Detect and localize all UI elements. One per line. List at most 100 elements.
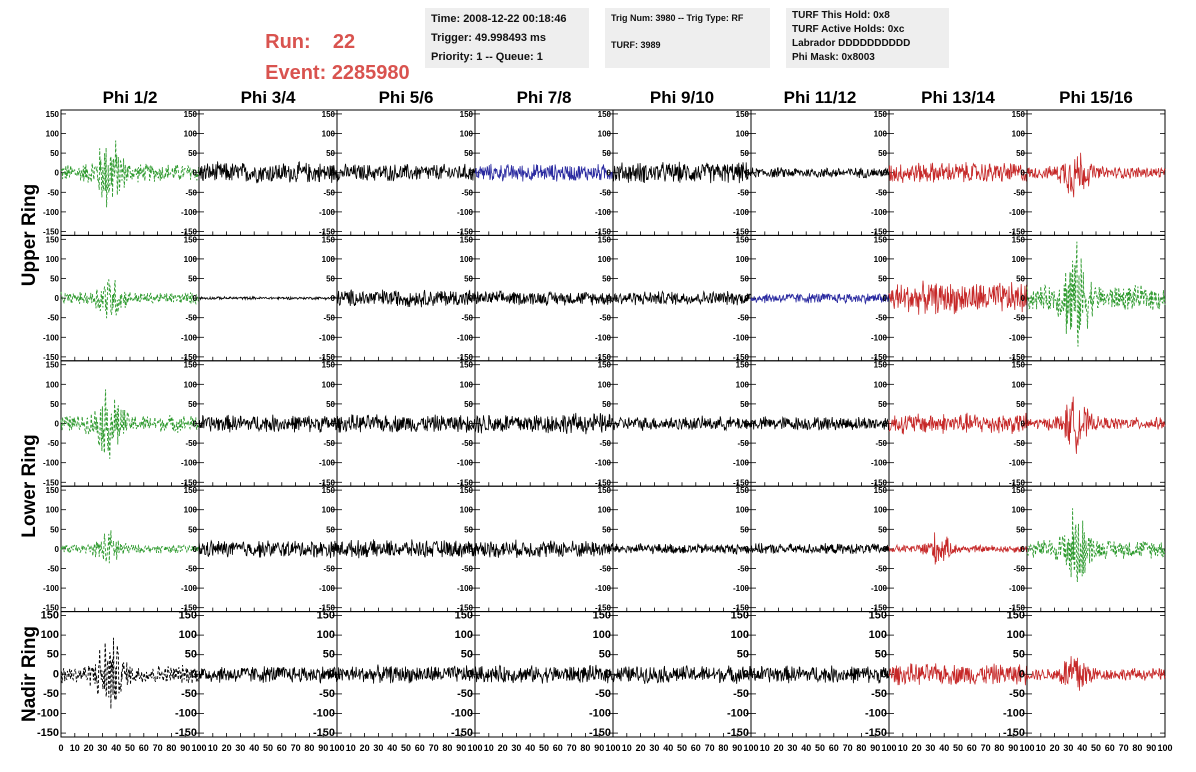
y-tick-label: -50	[737, 564, 749, 573]
x-tick-label: 60	[415, 743, 425, 753]
x-tick-label: 80	[580, 743, 590, 753]
waveform-panel: 150 100 50 0 -50 -100 -150	[43, 109, 200, 236]
waveform-panel: 150 100 50 0 -50 -100 -150	[181, 360, 338, 487]
y-tick-label: -50	[185, 564, 197, 573]
time-info-box: Time: 2008-12-22 00:18:46 Trigger: 49.99…	[425, 8, 589, 68]
y-tick-label: -100	[43, 333, 60, 342]
column-title: Phi 15/16	[1059, 88, 1133, 107]
x-tick-label: 40	[939, 743, 949, 753]
x-tick-label: 10	[760, 743, 770, 753]
y-tick-label: 50	[47, 649, 59, 661]
y-tick-label: 0	[883, 420, 888, 429]
waveform-trace	[474, 163, 614, 182]
column-title: Phi 7/8	[516, 88, 572, 107]
waveform-trace	[474, 664, 614, 684]
y-tick-label: -50	[47, 564, 59, 573]
y-tick-label: -150	[733, 353, 750, 362]
waveform-panel: 150 100 50 0 -50 -100 -150	[871, 485, 1028, 613]
y-tick-label: 50	[878, 149, 887, 158]
y-tick-label: -150	[1003, 727, 1025, 739]
x-tick-label: 70	[567, 743, 577, 753]
y-tick-label: 150	[46, 235, 60, 244]
y-tick-label: 100	[598, 380, 612, 389]
y-tick-label: 50	[461, 649, 473, 661]
y-tick-label: 100	[322, 506, 336, 515]
x-tick-label: 90	[1146, 743, 1156, 753]
x-tick-label: 10	[346, 743, 356, 753]
y-tick-label: -150	[595, 353, 612, 362]
waveform-trace	[612, 415, 752, 432]
y-tick-label: 100	[460, 130, 474, 139]
waveform-trace	[750, 292, 890, 305]
x-tick-label: 30	[235, 743, 245, 753]
waveform-panel: 150 100 50 0 -50 -100 -150	[181, 234, 338, 362]
y-tick-label: 150	[184, 110, 198, 119]
waveform-panel: 150 100 50 0 -50 -100 -150	[37, 610, 200, 739]
y-tick-label: -100	[727, 707, 749, 719]
event-label: Event: 2285980	[254, 39, 410, 85]
waveform-trace	[474, 290, 614, 306]
waveform-panel: 150 100 50 0 -50 -100 -150	[451, 610, 614, 739]
y-tick-label: 0	[193, 545, 198, 554]
y-tick-label: -150	[451, 727, 473, 739]
y-tick-label: -50	[185, 188, 197, 197]
y-tick-label: -50	[733, 688, 749, 700]
waveform-panel: 150 100 50 0 -50 -100 -150	[313, 610, 476, 739]
waveform-trace	[888, 663, 1028, 686]
y-tick-label: -150	[595, 604, 612, 613]
y-tick-label: -150	[319, 227, 336, 236]
turf-info-box: TURF This Hold: 0x8 TURF Active Holds: 0…	[786, 8, 949, 68]
y-tick-label: -150	[313, 727, 335, 739]
y-tick-label: 50	[602, 525, 611, 534]
y-tick-label: 0	[193, 294, 198, 303]
y-tick-label: -50	[871, 688, 887, 700]
y-tick-label: 0	[1021, 545, 1026, 554]
y-tick-label: 150	[874, 110, 888, 119]
y-tick-label: -150	[733, 227, 750, 236]
x-tick-label: 60	[691, 743, 701, 753]
y-tick-label: 100	[598, 506, 612, 515]
y-tick-label: -50	[1013, 314, 1025, 323]
y-tick-label: -150	[43, 227, 60, 236]
x-tick-label: 10	[622, 743, 632, 753]
waveform-panel: 150 100 50 0 -50 -100 -150	[595, 109, 752, 236]
turf-hold-line: TURF This Hold: 0x8	[792, 10, 890, 21]
y-tick-label: 0	[193, 169, 198, 178]
y-tick-label: -100	[595, 584, 612, 593]
y-tick-label: 50	[740, 149, 749, 158]
waveform-panel: 150 100 50 0 -50 -100 -150	[595, 485, 752, 613]
y-tick-label: 100	[184, 255, 198, 264]
x-tick-label: 50	[677, 743, 687, 753]
y-tick-label: 0	[469, 545, 474, 554]
x-tick-label: 50	[263, 743, 273, 753]
x-tick-label: 90	[870, 743, 880, 753]
y-tick-label: -100	[1009, 333, 1026, 342]
waveform-panel: 150 100 50 0 -50 -100 -150	[319, 360, 476, 487]
y-tick-label: 150	[184, 361, 198, 370]
waveform-trace	[60, 389, 200, 459]
x-tick-label: 20	[636, 743, 646, 753]
y-tick-label: 50	[185, 649, 197, 661]
y-tick-label: -100	[457, 208, 474, 217]
y-tick-label: 100	[460, 380, 474, 389]
y-tick-label: -50	[323, 188, 335, 197]
y-tick-label: 100	[874, 130, 888, 139]
x-tick-label: 100	[191, 743, 206, 753]
y-tick-label: -100	[43, 208, 60, 217]
y-tick-label: 50	[1016, 275, 1025, 284]
y-tick-label: 100	[736, 255, 750, 264]
y-tick-label: 100	[317, 629, 335, 641]
x-tick-label: 60	[277, 743, 287, 753]
waveform-panel: 150 100 50 0 -50 -100 -150	[319, 485, 476, 613]
y-tick-label: 50	[326, 149, 335, 158]
y-tick-label: 0	[607, 420, 612, 429]
y-tick-label: -50	[185, 314, 197, 323]
y-tick-label: -50	[323, 439, 335, 448]
y-tick-label: 50	[323, 649, 335, 661]
x-tick-label: 60	[967, 743, 977, 753]
y-tick-label: 0	[53, 668, 59, 680]
waveform-panel: 150 100 50 0 -50 -100 -150	[733, 109, 890, 236]
y-tick-label: 150	[322, 235, 336, 244]
y-tick-label: -150	[457, 604, 474, 613]
y-tick-label: -100	[733, 208, 750, 217]
